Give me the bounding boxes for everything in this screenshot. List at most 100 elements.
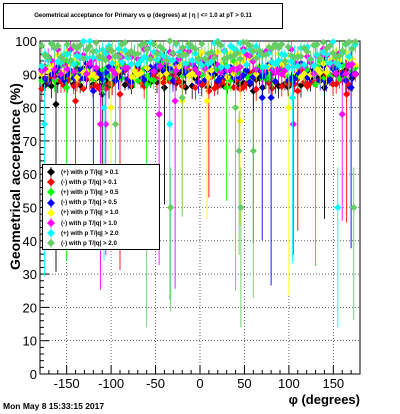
data-point: [271, 77, 279, 86]
data-point: [351, 61, 359, 69]
data-point: [150, 40, 158, 48]
data-point: [332, 80, 340, 88]
data-point: [198, 61, 206, 69]
data-point: [239, 71, 247, 79]
data-point: [140, 76, 148, 84]
data-point: [289, 120, 297, 128]
data-point: [252, 70, 260, 78]
data-point: [303, 48, 311, 56]
data-point: [194, 54, 203, 63]
y-tick-label: 90: [23, 67, 37, 82]
data-point: [41, 52, 49, 60]
data-point: [348, 45, 356, 53]
data-point: [63, 84, 71, 92]
data-point: [210, 54, 219, 62]
data-point: [108, 59, 116, 67]
data-point: [338, 61, 347, 69]
data-point: [82, 70, 91, 78]
data-point: [322, 68, 331, 76]
data-point: [92, 39, 100, 47]
legend-entry: (+) with p T/|q| > 2.0: [45, 228, 159, 239]
data-point: [351, 38, 359, 46]
data-point: [114, 45, 123, 53]
data-point: [348, 60, 356, 68]
data-point: [338, 110, 346, 118]
data-point: [194, 69, 203, 77]
data-point: [191, 65, 199, 73]
data-point: [230, 70, 238, 78]
x-tick-label: 100: [278, 376, 300, 391]
data-point: [100, 104, 108, 112]
data-point: [319, 48, 327, 56]
data-point: [274, 64, 283, 72]
data-point: [38, 62, 46, 70]
data-point: [252, 54, 260, 63]
y-tick-label: 20: [23, 300, 37, 315]
data-point: [271, 60, 279, 68]
data-point: [162, 56, 171, 65]
data-point: [60, 56, 68, 64]
data-point: [303, 74, 311, 82]
data-point: [319, 75, 327, 83]
data-point: [111, 70, 119, 78]
data-point: [335, 75, 343, 83]
legend-entry: (+) with p T/|q| > 0.5: [45, 187, 159, 198]
data-point: [287, 74, 295, 82]
data-point: [178, 43, 187, 52]
legend-marker: [47, 228, 55, 239]
data-point: [159, 67, 167, 75]
data-point: [278, 82, 286, 91]
data-point: [89, 53, 97, 61]
data-point: [73, 73, 81, 82]
data-point: [262, 51, 270, 59]
data-point: [146, 55, 155, 63]
data-point: [76, 41, 84, 49]
legend-label: (-) with p T/|q| > 0.5: [61, 199, 117, 207]
data-point: [284, 77, 292, 85]
data-point: [231, 104, 240, 112]
data-point: [54, 41, 62, 50]
x-tick-label: -150: [54, 376, 80, 391]
data-point: [156, 62, 164, 70]
y-tick-label: 60: [23, 167, 37, 182]
data-point: [127, 73, 135, 81]
legend-marker: [47, 167, 55, 178]
data-point: [303, 82, 311, 91]
data-point: [92, 73, 100, 81]
data-point: [347, 84, 355, 92]
data-point: [303, 65, 311, 74]
data-point: [108, 66, 116, 74]
legend-entry: (-) with p T/|q| > 1.0: [45, 218, 159, 229]
data-point: [258, 94, 266, 102]
timestamp: Mon May 8 15:33:15 2017: [3, 401, 105, 411]
data-point: [223, 84, 231, 92]
data-point: [102, 56, 110, 64]
data-point: [223, 63, 231, 71]
data-point: [236, 55, 244, 63]
legend-marker: [47, 238, 55, 249]
data-point: [343, 90, 351, 98]
data-point: [217, 41, 225, 50]
data-point: [332, 69, 340, 78]
data-point: [166, 120, 174, 128]
legend-label: (+) with p T/|q| > 0.1: [61, 168, 119, 176]
data-point: [54, 58, 62, 66]
data-point: [338, 47, 347, 55]
y-tick-label: 80: [23, 101, 37, 116]
data-point: [40, 120, 49, 128]
x-tick-label: -100: [98, 376, 124, 391]
data-point: [300, 70, 308, 78]
data-point: [284, 63, 292, 72]
data-point: [236, 117, 244, 125]
data-point: [191, 45, 199, 53]
data-point: [38, 85, 46, 93]
y-tick-label: 10: [23, 334, 37, 349]
y-tick-label: 40: [23, 234, 37, 249]
data-point: [111, 52, 119, 60]
data-point: [207, 66, 215, 74]
data-point: [175, 78, 183, 86]
data-point: [172, 67, 180, 75]
data-point: [175, 62, 183, 71]
x-tick-label: 0: [196, 376, 203, 391]
data-point: [207, 48, 215, 56]
